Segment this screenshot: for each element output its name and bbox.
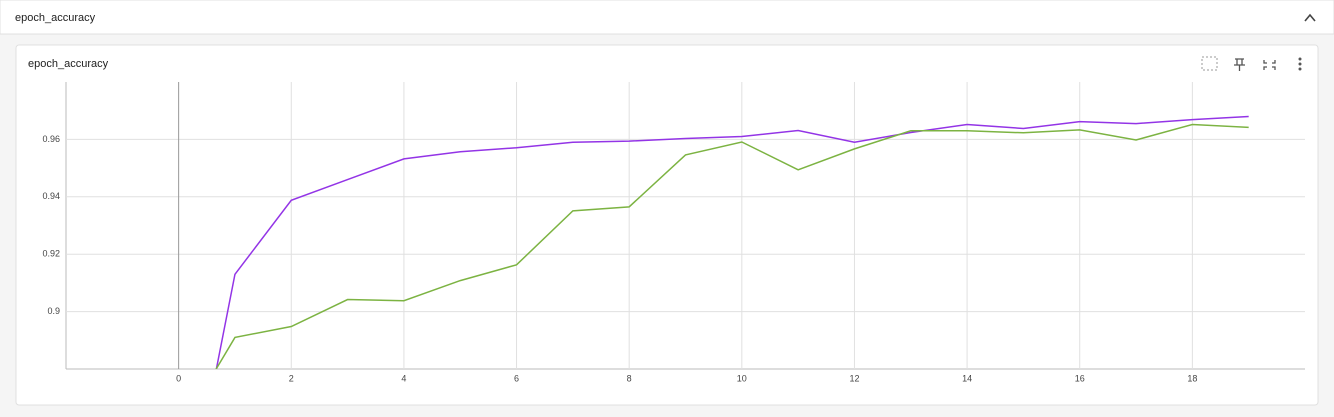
x-tick-label: 0	[176, 373, 181, 383]
pin-icon[interactable]	[1234, 58, 1245, 71]
x-tick-label: 12	[849, 373, 859, 383]
fit-domain-icon[interactable]	[1201, 56, 1218, 71]
x-tick-label: 4	[401, 373, 406, 383]
collapse-card-icon[interactable]	[1263, 60, 1276, 70]
collapse-icon[interactable]	[1304, 13, 1316, 22]
x-tick-label: 6	[514, 373, 519, 383]
series-line	[215, 115, 1249, 369]
x-tick-label: 18	[1187, 373, 1197, 383]
x-tick-label: 2	[289, 373, 294, 383]
x-tick-label: 16	[1075, 373, 1085, 383]
header-bar[interactable]	[0, 0, 1334, 35]
series-line	[215, 123, 1249, 369]
x-tick-label: 10	[737, 373, 747, 383]
x-tick-label: 8	[627, 373, 632, 383]
y-tick-label: 0.9	[47, 306, 60, 316]
menu-icon[interactable]	[1298, 57, 1302, 71]
header-title: epoch_accuracy	[15, 12, 96, 24]
y-tick-label: 0.96	[42, 134, 60, 144]
card-title: epoch_accuracy	[28, 58, 109, 70]
y-tick-label: 0.94	[42, 191, 60, 201]
card	[15, 44, 1319, 406]
y-tick-label: 0.92	[42, 249, 60, 259]
x-tick-label: 14	[962, 373, 972, 383]
plot-area	[215, 115, 1249, 369]
